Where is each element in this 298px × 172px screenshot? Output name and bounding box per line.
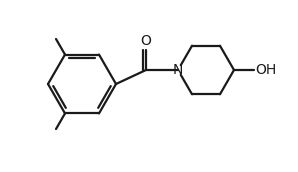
Text: OH: OH [255,63,276,77]
Text: O: O [141,34,151,48]
Text: N: N [173,63,183,77]
